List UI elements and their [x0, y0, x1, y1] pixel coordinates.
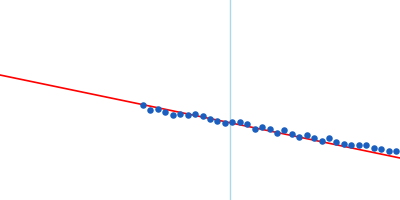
Point	[266, 128, 273, 131]
Point	[356, 144, 362, 147]
Point	[162, 110, 168, 114]
Point	[296, 135, 302, 139]
Point	[370, 146, 377, 150]
Point	[393, 150, 399, 153]
Point	[274, 131, 280, 135]
Point	[199, 115, 206, 118]
Point	[252, 127, 258, 131]
Point	[140, 103, 146, 106]
Point	[222, 121, 228, 125]
Point	[341, 142, 347, 146]
Point	[147, 108, 154, 111]
Point	[304, 133, 310, 136]
Point	[289, 132, 295, 136]
Point	[170, 113, 176, 116]
Point	[348, 143, 354, 147]
Point	[155, 108, 161, 111]
Point	[281, 128, 288, 131]
Point	[236, 120, 243, 124]
Point	[207, 117, 213, 121]
Point	[177, 112, 184, 115]
Point	[318, 139, 325, 142]
Point	[363, 144, 370, 147]
Point	[229, 121, 236, 124]
Point	[385, 149, 392, 152]
Point	[184, 113, 191, 117]
Point	[259, 125, 265, 128]
Point	[333, 140, 340, 143]
Point	[311, 136, 317, 139]
Point	[244, 123, 250, 126]
Point	[192, 113, 198, 116]
Point	[214, 120, 221, 123]
Point	[378, 147, 384, 150]
Point	[326, 137, 332, 140]
